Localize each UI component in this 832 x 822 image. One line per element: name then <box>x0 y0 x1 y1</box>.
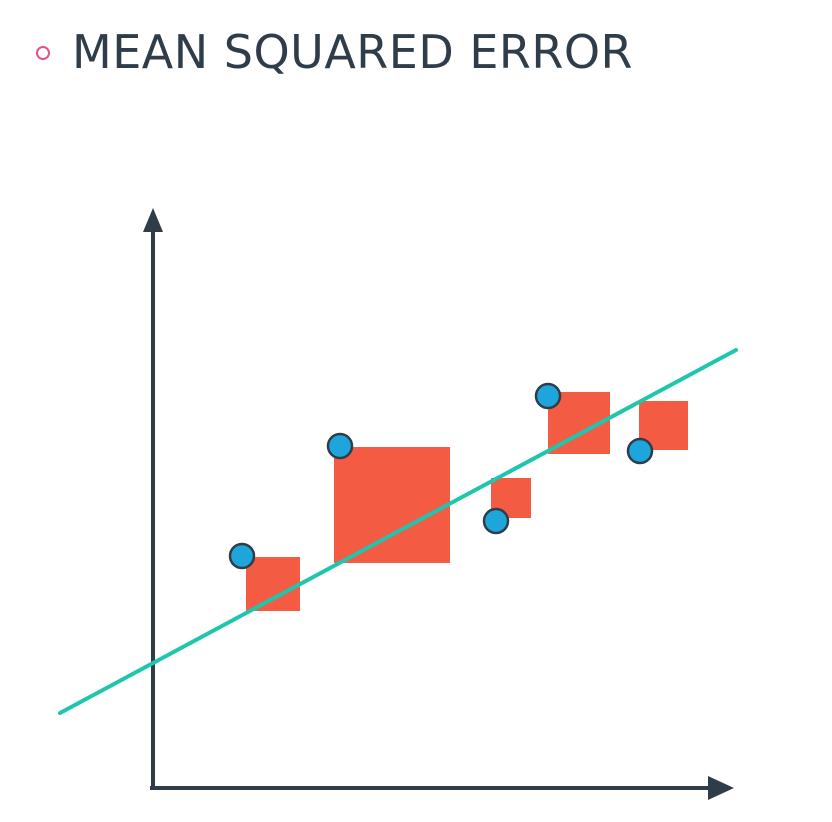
data-points <box>228 382 654 570</box>
data-point <box>626 437 654 465</box>
axes <box>143 208 734 800</box>
data-point <box>228 542 256 570</box>
error-square <box>334 447 450 563</box>
slide-title: MEAN SQUARED ERROR <box>72 25 634 79</box>
arrow-right-icon <box>708 776 734 800</box>
arrow-up-icon <box>143 208 163 232</box>
data-point <box>326 432 354 460</box>
data-point <box>482 507 510 535</box>
regression-line <box>58 348 738 715</box>
error-square <box>246 557 300 611</box>
title-row: MEAN SQUARED ERROR <box>36 20 633 84</box>
data-point <box>534 382 562 410</box>
bullet-icon <box>36 46 50 60</box>
